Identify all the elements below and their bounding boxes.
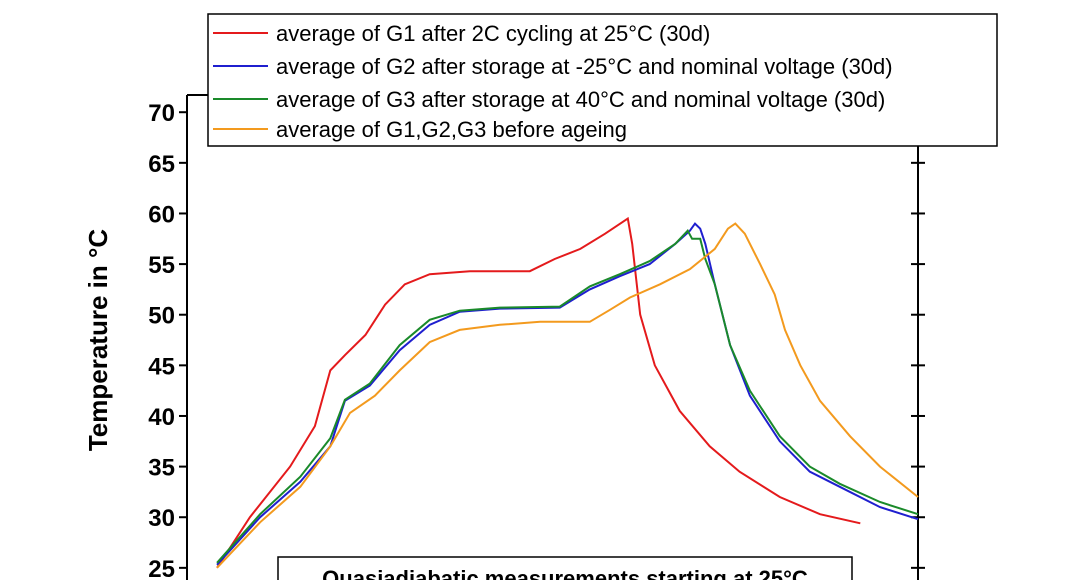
- series-line: [216, 222, 919, 569]
- legend-label: average of G1 after 2C cycling at 25°C (…: [276, 21, 710, 46]
- legend-label: average of G2 after storage at -25°C and…: [276, 54, 893, 79]
- series-line: [216, 229, 919, 564]
- y-tick-label: 25: [148, 556, 175, 580]
- y-tick-label: 50: [148, 303, 175, 330]
- legend-label: average of G3 after storage at 40°C and …: [276, 87, 885, 112]
- legend-box: [207, 13, 998, 147]
- y-tick-label: 40: [148, 404, 175, 431]
- y-tick-label: 60: [148, 201, 175, 228]
- y-tick-label: 35: [148, 455, 175, 482]
- series-line: [216, 222, 919, 566]
- y-axis-label: Temperature in °C: [83, 229, 113, 452]
- y-tick-label: 70: [148, 100, 175, 127]
- y-tick-label: 30: [148, 505, 175, 532]
- y-tick-label: 45: [148, 353, 175, 380]
- annotation-box: [277, 556, 853, 580]
- y-tick-label: 65: [148, 151, 175, 178]
- y-tick-label: 55: [148, 252, 175, 279]
- legend-label: average of G1,G2,G3 before ageing: [276, 117, 627, 142]
- annotation: Quasiadiabatic measurements starting at …: [322, 566, 808, 580]
- series-line: [216, 216, 861, 569]
